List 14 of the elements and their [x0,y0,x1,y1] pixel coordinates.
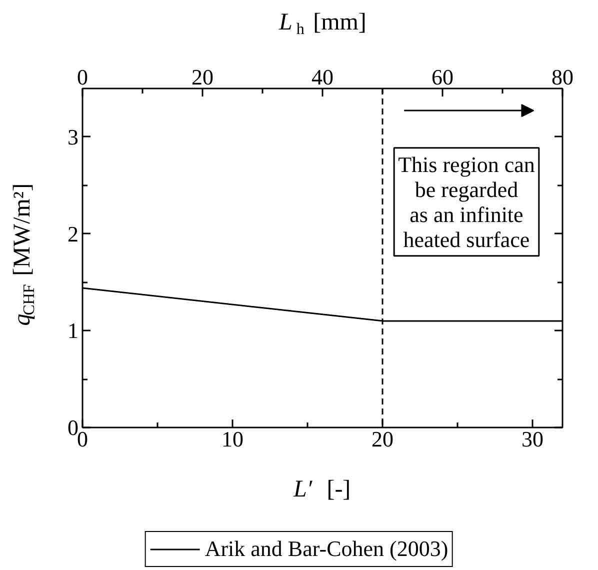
x-tick-label: 20 [372,426,394,452]
x-axis-title: L′ [-] [292,476,351,502]
x2-tick-label: 60 [432,64,454,90]
y-tick-label: 2 [68,221,78,246]
y-tick-label: 3 [68,124,78,150]
x2-tick-label: 20 [192,64,214,90]
y-tick-label: 1 [68,318,78,344]
y-axis-title: qCHF [MW/m²] [10,183,38,326]
x-tick-label: 10 [222,426,244,452]
x-tick-label: 30 [522,426,544,452]
x2-tick-label: 40 [312,64,334,90]
annotation: This region can be regarded as an infinite heated surface [398,152,535,252]
x2-tick-label: 80 [552,64,574,90]
legend-label: Arik and Bar-Cohen (2003) [204,536,448,562]
